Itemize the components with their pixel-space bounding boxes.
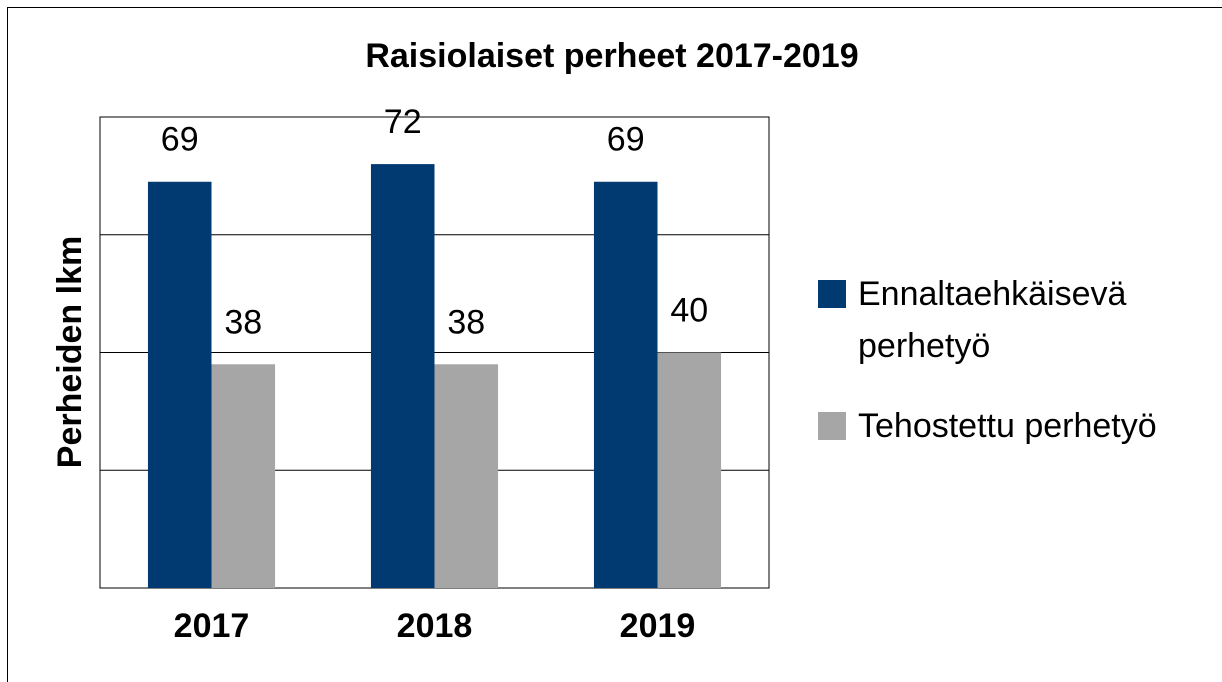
bar bbox=[434, 364, 499, 588]
bar bbox=[370, 164, 435, 588]
data-label: 38 bbox=[224, 303, 262, 341]
x-tick-label: 2017 bbox=[174, 607, 250, 645]
bar bbox=[593, 181, 658, 588]
chart-title: Raisiolaiset perheet 2017-2019 bbox=[365, 37, 858, 75]
y-axis-label: Perheiden lkm bbox=[51, 236, 89, 468]
data-label: 38 bbox=[447, 303, 485, 341]
bar bbox=[211, 364, 276, 588]
legend-swatch bbox=[818, 412, 846, 440]
legend-label: Ennaltaehkäisevä perhetyö bbox=[858, 275, 1127, 365]
data-label: 40 bbox=[670, 291, 708, 329]
data-label: 69 bbox=[161, 121, 199, 159]
legend: Ennaltaehkäisevä perhetyö Tehostettu perh… bbox=[818, 268, 1208, 480]
legend-label: Tehostettu perhetyö bbox=[858, 407, 1157, 445]
data-label: 69 bbox=[607, 121, 645, 159]
chart-border bbox=[7, 7, 1222, 682]
x-tick-label: 2018 bbox=[397, 607, 473, 645]
bar bbox=[657, 352, 722, 588]
legend-swatch bbox=[818, 280, 846, 308]
x-tick-label: 2019 bbox=[620, 607, 696, 645]
data-label: 72 bbox=[384, 103, 422, 141]
bar bbox=[147, 181, 212, 588]
legend-item: Tehostettu perhetyö bbox=[818, 400, 1208, 452]
legend-item: Ennaltaehkäisevä perhetyö bbox=[818, 268, 1208, 372]
